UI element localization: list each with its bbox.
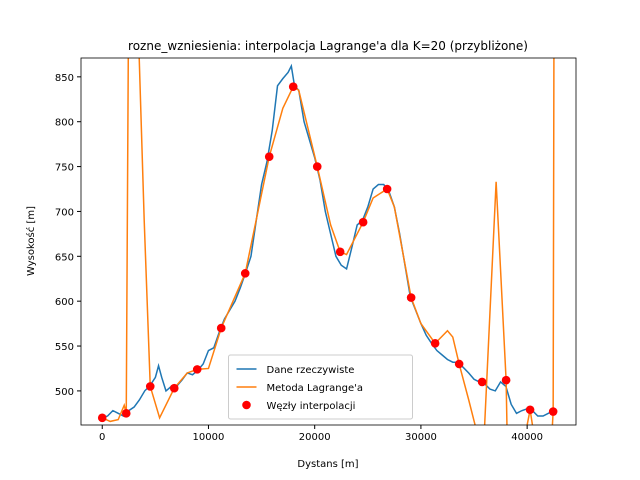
data-point: [501, 375, 511, 385]
data-point: [288, 82, 298, 92]
data-point: [192, 365, 202, 374]
x-axis-label: Dystans [m]: [297, 459, 358, 470]
data-point: [477, 377, 487, 387]
data-point: [264, 152, 274, 162]
data-point: [358, 217, 368, 227]
y-tick-label: 700: [55, 207, 74, 218]
legend-label: Węzły interpolacji: [267, 401, 356, 412]
data-point: [382, 184, 392, 194]
data-point: [335, 247, 345, 257]
y-tick-label: 750: [55, 163, 74, 174]
legend-box: [228, 354, 413, 420]
data-point: [406, 293, 416, 302]
legend-label: Dane rzeczywiste: [267, 365, 355, 376]
legend-marker: [242, 400, 251, 410]
x-tick-label: 30000: [405, 432, 437, 443]
data-point: [169, 383, 179, 393]
x-tick-label: 20000: [299, 432, 331, 443]
data-point: [97, 413, 107, 423]
data-point: [240, 269, 250, 278]
data-point: [454, 359, 464, 369]
y-tick-label: 800: [55, 118, 74, 129]
y-tick-label: 650: [55, 252, 74, 263]
x-tick-label: 40000: [511, 432, 543, 443]
data-line: [101, 58, 555, 425]
y-tick-label: 850: [55, 73, 74, 84]
y-tick-label: 550: [55, 342, 74, 353]
data-point: [145, 382, 155, 391]
data-point: [548, 407, 558, 416]
y-tick-label: 600: [55, 297, 74, 308]
chart-title: rozne_wzniesienia: interpolacja Lagrange…: [128, 39, 528, 53]
x-tick-label: 10000: [193, 432, 225, 443]
data-point: [312, 162, 322, 171]
legend: Dane rzeczywiste Metoda Lagrange'a Węzły i…: [228, 354, 413, 420]
plot-frame: [80, 57, 577, 426]
data-point: [430, 339, 440, 348]
data-point: [525, 405, 535, 415]
x-tick-label: 0: [99, 432, 105, 443]
data-point: [121, 409, 131, 418]
y-tick-label: 500: [55, 387, 74, 398]
plot-area: [97, 58, 558, 425]
y-axis-label: Wysokość [m]: [25, 206, 37, 276]
axes: 0 10000 20000 30000 40000 500 550 600 650 700 750 8…: [55, 57, 577, 443]
legend-label: Metoda Lagrange'a: [267, 383, 363, 394]
data-point: [216, 323, 226, 333]
